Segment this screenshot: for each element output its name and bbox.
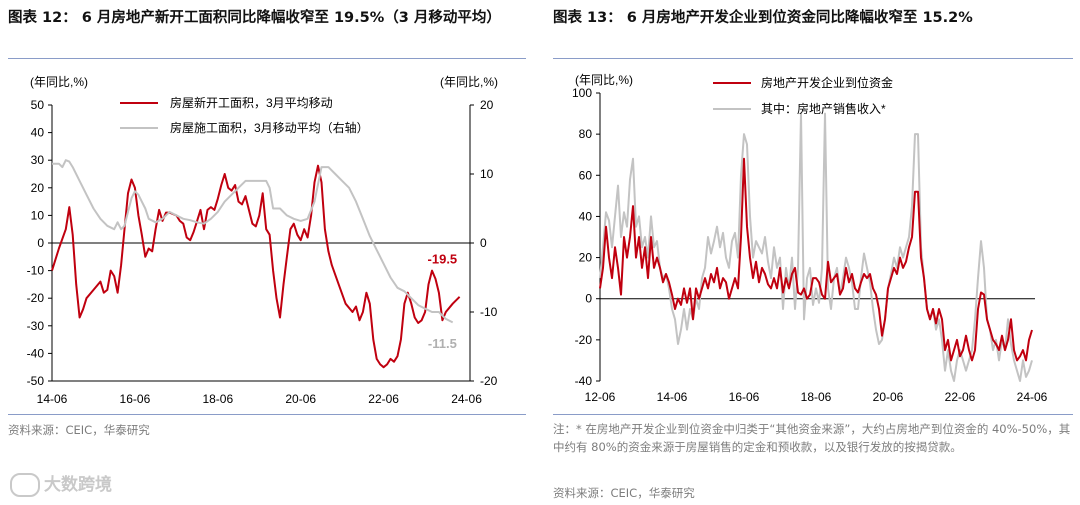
y-tick-label: 20 [31,181,45,195]
y-axis-title: (年同比,%) [575,73,633,87]
y2-axis-title: (年同比,%) [440,75,498,89]
series-line-1 [599,157,1033,362]
left-bottom-rule [8,414,526,415]
y-tick-label: 30 [31,153,45,167]
x-tick-label: 18-06 [801,390,832,404]
legend-label-2: 其中：房地产销售收入* [761,101,886,116]
x-tick-label: 20-06 [873,390,904,404]
x-tick-label: 20-06 [285,392,316,406]
series-line-2 [52,159,454,324]
y-tick-label: 100 [572,86,592,100]
y-tick-label: 0 [585,292,592,306]
y-tick-label: 40 [31,126,45,140]
right-chart: -40 -20 0 20 40 60 80 100 12-06 14-06 16-06 18-06 20… [572,73,1048,404]
y-axis-title: (年同比,%) [30,75,88,89]
x-tick-label: 24-06 [1017,390,1048,404]
x-tick-label: 18-06 [202,392,233,406]
annotation-1: -19.5 [428,252,458,267]
y-tick-label: 0 [37,236,44,250]
x-tick-label: 22-06 [368,392,399,406]
left-chart: -50 -40 -30 -20 -10 0 10 20 30 40 50 -20 -10 0 10 20 14-… [27,75,498,406]
y-tick-label: 60 [579,168,593,182]
left-source: 资料来源：CEIC，华泰研究 [8,423,150,437]
legend-label-2: 房屋施工面积，3月移动平均（右轴） [170,120,369,135]
y-tick-label: 50 [31,98,45,112]
y-tick-label: 10 [31,208,45,222]
y2-tick-label: 10 [480,167,494,181]
y2-tick-label: 0 [480,236,487,250]
x-tick-label: 14-06 [657,390,688,404]
watermark-icon [10,473,40,497]
y2-tick-label: 20 [480,98,494,112]
right-title-rule [553,58,1073,59]
x-tick-label: 24-06 [451,392,482,406]
legend-label-1: 房屋新开工面积，3月平均移动 [170,95,333,110]
y-tick-label: -40 [27,346,45,360]
x-tick-label: 16-06 [729,390,760,404]
y-tick-label: -50 [27,374,45,388]
left-title-rule [8,58,526,59]
watermark-text: 大数跨境 [44,475,112,495]
watermark-logo: 大数跨境 [10,470,112,497]
y-tick-label: -20 [575,333,593,347]
right-bottom-rule [553,414,1073,415]
x-tick-label: 12-06 [585,390,616,404]
y-tick-label: 80 [579,127,593,141]
y2-tick-label: -10 [480,305,498,319]
x-tick-label: 22-06 [945,390,976,404]
y-tick-label: -20 [27,291,45,305]
right-source: 资料来源：CEIC，华泰研究 [553,486,695,500]
y-tick-label: -10 [27,264,45,278]
y-tick-label: 40 [579,209,593,223]
y-tick-label: 20 [579,251,593,265]
series-line-2 [599,112,1033,382]
x-tick-label: 14-06 [37,392,68,406]
annotation-2: -11.5 [428,336,457,351]
x-tick-label: 16-06 [120,392,151,406]
left-chart-title: 图表 12： 6 月房地产新开工面积同比降幅收窄至 19.5%（3 月移动平均） [8,10,501,26]
legend-label-1: 房地产开发企业到位资金 [761,75,893,90]
y-tick-label: -40 [575,374,593,388]
right-note: 注：* 在房地产开发企业到位资金中归类于“其他资金来源”，大约占房地产到位资金的… [553,422,1071,454]
y-tick-label: -30 [27,319,45,333]
y2-tick-label: -20 [480,374,498,388]
series-line-1 [51,164,461,369]
right-chart-title: 图表 13： 6 月房地产开发企业到位资金同比降幅收窄至 15.2% [553,10,973,26]
